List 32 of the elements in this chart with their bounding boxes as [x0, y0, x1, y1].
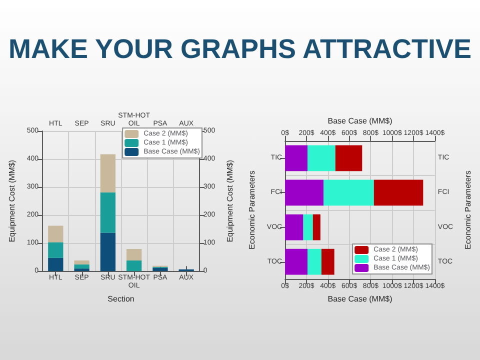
- x-axis-title: Section: [108, 294, 134, 304]
- bar: [374, 180, 424, 206]
- bar: [74, 264, 90, 269]
- bar: [126, 260, 142, 272]
- bar: [48, 242, 64, 258]
- x-axis-title: Base Case (MM$): [328, 294, 393, 304]
- y2-axis-title: Equipment Cost (MM$): [226, 160, 234, 242]
- bar: [285, 214, 304, 240]
- y2-axis-title: Economic Parameters: [464, 170, 472, 250]
- bar: [285, 248, 308, 275]
- bar: [48, 226, 64, 242]
- bar: [285, 145, 308, 172]
- bar: [74, 268, 90, 272]
- bar: [335, 145, 362, 172]
- bar: [303, 214, 313, 240]
- y-axis-title: Economic Parameters: [248, 170, 256, 250]
- bar: [100, 232, 116, 272]
- bar: [312, 214, 320, 240]
- bar: [308, 248, 322, 275]
- bar: [48, 258, 64, 272]
- bar: [126, 248, 142, 260]
- bar: [285, 180, 324, 206]
- bar: [324, 180, 374, 206]
- bar: [100, 192, 116, 233]
- bar: [74, 260, 90, 264]
- bar: [321, 248, 334, 275]
- bar: [152, 268, 168, 272]
- bar: [308, 145, 336, 172]
- x2-axis-title: Base Case (MM$): [328, 116, 393, 126]
- chart-title: MAKE YOUR GRAPHS ATTRACTIVE: [7, 34, 473, 65]
- bar: [100, 154, 116, 192]
- y-axis-title: Equipment Cost (MM$): [8, 160, 16, 242]
